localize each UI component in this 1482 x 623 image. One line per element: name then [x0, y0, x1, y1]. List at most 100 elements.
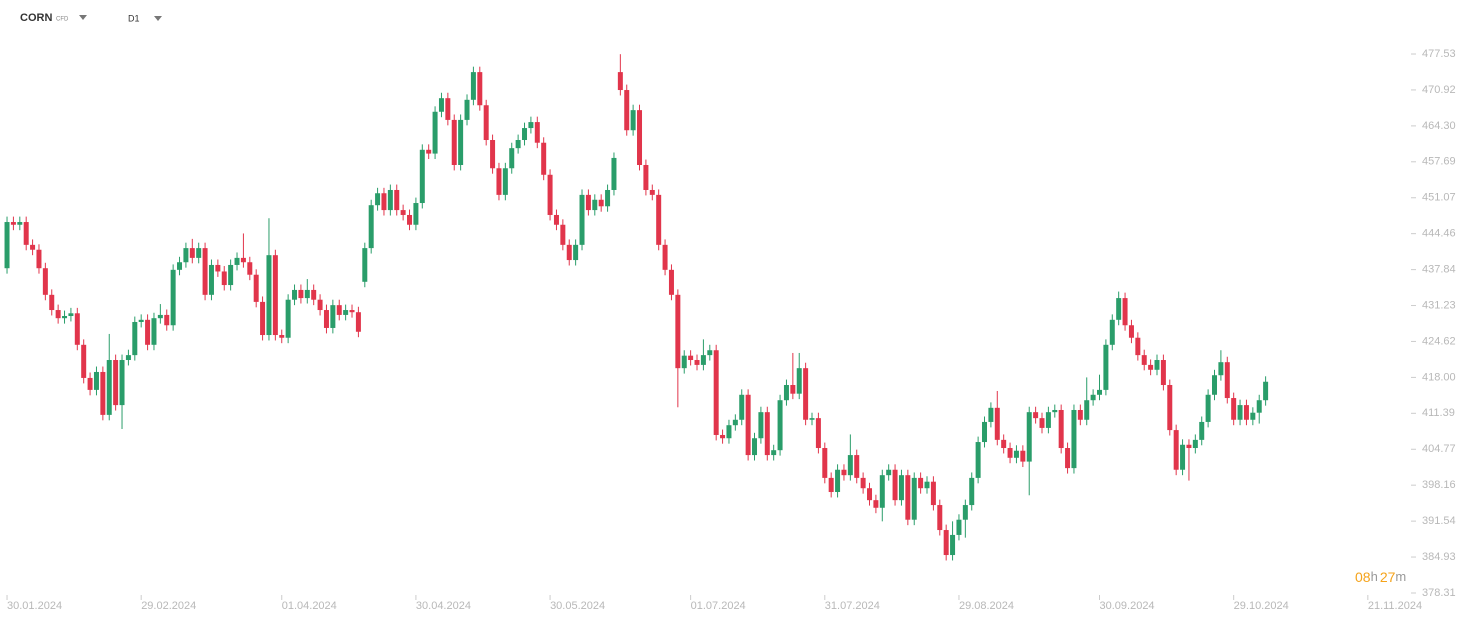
candle-body	[681, 355, 687, 369]
candle-body	[803, 368, 809, 420]
candle-body	[764, 412, 770, 456]
candle-body	[1013, 450, 1019, 458]
candle-body	[1071, 409, 1077, 469]
candle-body	[253, 274, 259, 302]
candle-body	[1122, 298, 1128, 326]
candle-body	[470, 72, 476, 100]
candle-body	[1205, 394, 1211, 422]
candle-body	[87, 377, 93, 390]
countdown-h: h	[1371, 569, 1378, 584]
candle-body	[1045, 412, 1051, 428]
candle-body	[1231, 398, 1237, 420]
candle-body	[145, 319, 151, 345]
candle-body	[969, 477, 975, 506]
candle-body	[822, 448, 828, 478]
symbol-dropdown[interactable]	[79, 15, 87, 20]
candle-body	[1097, 389, 1103, 395]
candle-body	[1007, 448, 1013, 458]
interval[interactable]: D1	[128, 13, 140, 23]
candle-body	[988, 407, 994, 422]
candle-body	[1128, 325, 1134, 338]
candle-body	[771, 450, 777, 456]
candle-body	[483, 105, 489, 141]
candle-body	[304, 289, 310, 299]
candle-body	[892, 469, 898, 501]
candle-body	[1212, 375, 1218, 395]
y-tick-label: 404.77	[1422, 443, 1456, 455]
candle-body	[1250, 412, 1256, 420]
candle-body	[675, 294, 681, 369]
candle-body	[1116, 298, 1122, 320]
candle-body	[886, 469, 892, 476]
candle-body	[221, 271, 227, 286]
candle-body	[317, 299, 323, 311]
candle-body	[662, 244, 668, 270]
candle-body	[1218, 362, 1224, 376]
y-tick-label: 464.30	[1422, 120, 1456, 132]
x-tick-label: 29.10.2024	[1234, 600, 1289, 612]
candle-body	[349, 310, 355, 313]
candle-body	[1077, 409, 1083, 420]
candle-body	[477, 72, 483, 106]
candle-body	[355, 312, 361, 332]
y-tick-label: 477.53	[1422, 48, 1456, 60]
candle-body	[950, 534, 956, 556]
y-tick-label: 418.00	[1422, 371, 1456, 383]
candle-body	[860, 477, 866, 489]
candle-body	[656, 194, 662, 245]
candle-body	[828, 477, 834, 493]
candle-body	[1026, 412, 1032, 462]
candle-body	[119, 360, 125, 406]
countdown-hours: 08	[1355, 569, 1371, 585]
candle-body	[292, 289, 298, 300]
countdown: 08h 27m	[1355, 569, 1406, 585]
candle-body	[1103, 344, 1109, 390]
candle-body	[1256, 400, 1262, 413]
candle-body	[30, 244, 36, 250]
candle-body	[809, 418, 815, 420]
candle-body	[515, 140, 521, 149]
candle-body	[272, 255, 278, 336]
candle-body	[854, 455, 860, 478]
candle-body	[835, 469, 841, 493]
candle-body	[106, 360, 112, 415]
y-tick-label: 444.46	[1422, 228, 1456, 240]
candle-body	[1065, 448, 1071, 469]
candle-body	[1039, 418, 1045, 428]
y-tick-label: 431.23	[1422, 299, 1456, 311]
candle-body	[394, 189, 400, 211]
y-tick-label: 411.39	[1422, 407, 1455, 419]
symbol[interactable]: CORN	[20, 12, 52, 24]
candle-body	[387, 189, 393, 211]
candle-body	[451, 119, 457, 165]
candle-body	[560, 224, 566, 245]
candle-body	[592, 199, 598, 211]
candle-body	[1180, 444, 1186, 470]
candle-body	[464, 99, 470, 120]
x-tick-label: 30.05.2024	[550, 600, 605, 612]
candle-body	[438, 98, 444, 112]
candle-body	[330, 305, 336, 328]
candle-body	[752, 438, 758, 456]
candle-body	[713, 350, 719, 435]
candle-body	[777, 400, 783, 451]
interval-dropdown[interactable]	[154, 16, 162, 21]
candle-body	[1135, 337, 1141, 356]
candle-body	[528, 122, 534, 129]
y-tick-label: 378.31	[1422, 587, 1456, 599]
candle-body	[202, 248, 208, 295]
candle-body	[1167, 385, 1173, 431]
candle-body	[745, 394, 751, 456]
candle-body	[598, 199, 604, 207]
y-tick-label: 391.54	[1422, 515, 1456, 527]
candle-body	[10, 222, 16, 225]
candle-body	[547, 174, 553, 215]
candle-body	[982, 421, 988, 443]
candle-body	[522, 128, 528, 141]
candle-body	[611, 157, 617, 190]
candle-body	[1243, 405, 1249, 420]
candle-body	[707, 350, 713, 356]
candle-body	[311, 289, 317, 300]
candle-body	[668, 269, 674, 295]
candle-body	[100, 371, 106, 415]
